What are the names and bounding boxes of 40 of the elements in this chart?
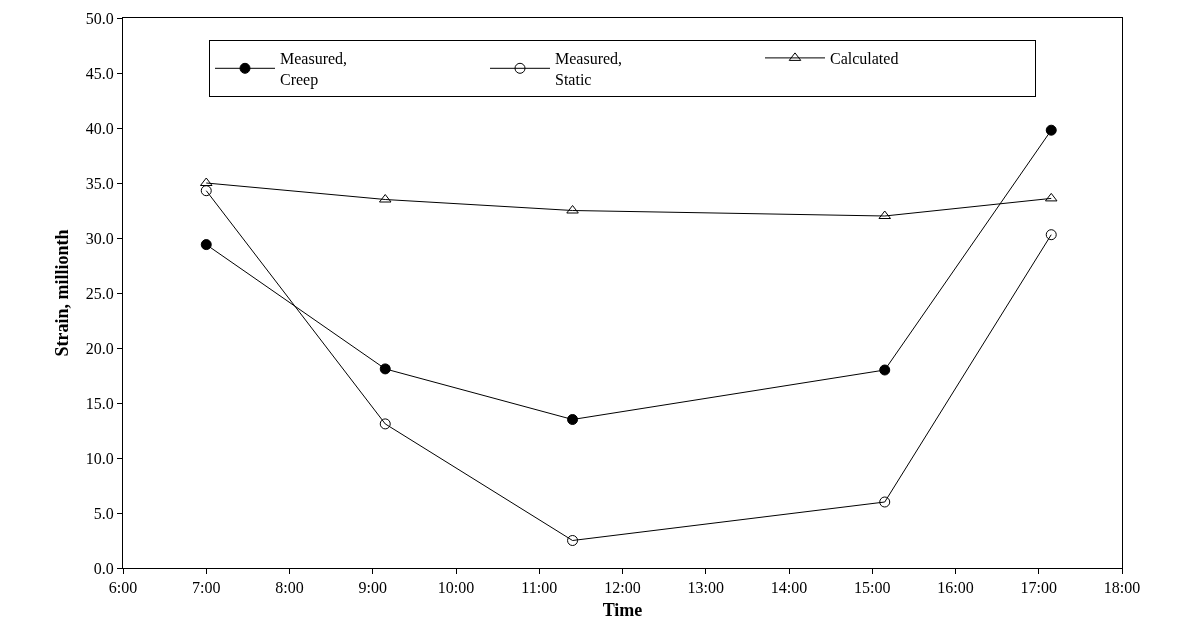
y-tick-label: 25.0 [85, 284, 114, 302]
x-tick-label: 16:00 [937, 579, 974, 597]
legend-label: Calculated [830, 50, 899, 68]
x-tick-label: 14:00 [770, 579, 808, 597]
x-tick-label: 15:00 [854, 579, 891, 597]
x-axis-title: Time [602, 600, 643, 621]
point [200, 185, 212, 197]
y-tick-label: 5.0 [93, 504, 114, 522]
y-tick-label: 35.0 [85, 174, 114, 192]
x-tick-label: 9:00 [358, 579, 387, 597]
x-tick-label: 6:00 [108, 579, 138, 597]
point [1045, 229, 1057, 241]
point [567, 535, 579, 546]
y-tick-label: 15.0 [85, 394, 114, 412]
x-tick-label: 7:00 [192, 579, 221, 597]
point [879, 364, 891, 376]
point [379, 363, 391, 375]
y-tick-label: 40.0 [85, 119, 114, 137]
point [200, 239, 212, 251]
point [879, 496, 891, 508]
y-tick-label: 0.0 [93, 559, 114, 577]
legend-label: Measured, Static [555, 50, 623, 88]
x-tick-label: 10:00 [437, 579, 475, 597]
point [1045, 124, 1057, 136]
x-tick-label: 12:00 [604, 579, 641, 597]
point [567, 414, 579, 425]
y-axis-title: Strain, millionth [52, 229, 72, 357]
x-tick-label: 11:00 [521, 579, 558, 597]
x-tick-label: 18:00 [1103, 579, 1141, 597]
point [379, 418, 391, 430]
legend-label: Measured, Creep [280, 50, 348, 89]
x-tick-label: 8:00 [275, 579, 304, 597]
y-tick-label: 50.0 [85, 9, 114, 27]
x-tick-label: 13:00 [687, 579, 724, 597]
point [1044, 192, 1058, 202]
x-tick-label: 17:00 [1020, 579, 1057, 597]
y-tick-label: 45.0 [85, 64, 114, 82]
y-tick-label: 30.0 [85, 229, 114, 247]
y-tick-label: 20.0 [85, 339, 114, 357]
y-tick-label: 10.0 [85, 449, 114, 467]
